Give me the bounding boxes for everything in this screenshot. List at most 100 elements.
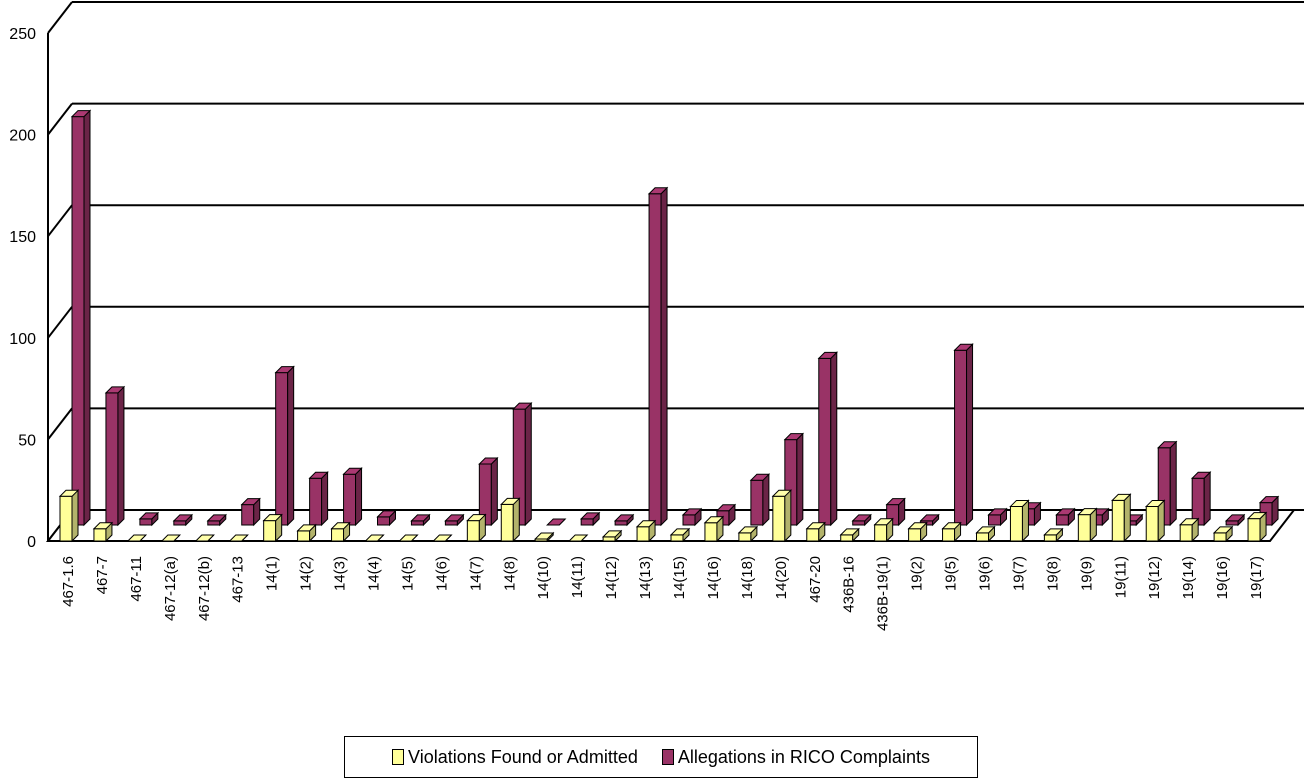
- bar-allegations-15: [579, 511, 601, 527]
- legend-item-violations: Violations Found or Admitted: [392, 747, 638, 768]
- bar-allegations-18: [681, 507, 703, 527]
- x-tick-label-20: 14(18): [739, 556, 756, 599]
- bar-allegations-7: [308, 471, 329, 527]
- bar-violations-34: [1212, 525, 1234, 543]
- x-tick-label-3: 467-12(a): [162, 556, 179, 621]
- x-tick-label-17: 14(13): [637, 556, 654, 599]
- bar-violations-13: [500, 497, 521, 543]
- bar-violations-4: [194, 534, 215, 542]
- bar-allegations-25: [919, 513, 940, 527]
- x-tick-label-10: 14(5): [399, 556, 416, 591]
- bar-allegations-10: [410, 513, 431, 527]
- gridline-depth-1: [47, 407, 73, 441]
- x-tick-label-2: 467-11: [128, 556, 145, 602]
- x-tick-label-22: 467-20: [807, 556, 824, 603]
- bar-violations-7: [296, 523, 317, 543]
- bar-allegations-16: [613, 513, 635, 527]
- bar-allegations-34: [1224, 513, 1246, 527]
- legend: Violations Found or Admitted Allegations…: [344, 736, 978, 778]
- bar-violations-23: [839, 527, 860, 543]
- bar-violations-0: [58, 489, 80, 543]
- gridline-depth-3: [47, 204, 73, 237]
- bar-violations-20: [737, 525, 759, 543]
- bar-allegations-9: [376, 509, 397, 527]
- bar-violations-28: [1009, 499, 1030, 543]
- bar-violations-3: [160, 534, 182, 542]
- x-tick-label-18: 14(15): [671, 556, 688, 599]
- x-tick-label-32: 19(12): [1146, 556, 1163, 599]
- bar-allegations-12: [478, 456, 499, 527]
- bar-allegations-8: [342, 466, 363, 527]
- x-tick-label-23: 436B-16: [841, 556, 858, 613]
- x-tick-label-13: 14(8): [501, 556, 518, 591]
- bar-allegations-26: [953, 343, 974, 527]
- bar-allegations-11: [444, 513, 465, 527]
- bar-violations-18: [669, 527, 691, 543]
- x-tick-label-21: 14(20): [773, 556, 790, 599]
- bar-violations-25: [907, 521, 928, 543]
- x-tick-label-34: 19(16): [1214, 556, 1231, 599]
- y-tick-label-3: 150: [9, 229, 36, 246]
- x-tick-label-25: 19(2): [909, 556, 926, 591]
- bar-allegations-20: [749, 473, 771, 527]
- bar-violations-8: [330, 521, 351, 543]
- bar-allegations-27: [987, 507, 1008, 527]
- legend-swatch-violations: [392, 749, 405, 765]
- bar-allegations-17: [647, 186, 669, 527]
- bar-violations-19: [703, 515, 725, 543]
- x-tick-label-14: 14(10): [535, 556, 552, 599]
- bar-violations-35: [1246, 511, 1268, 543]
- x-tick-label-5: 467-13: [230, 556, 247, 603]
- bar-violations-29: [1043, 527, 1064, 543]
- legend-item-allegations: Allegations in RICO Complaints: [661, 747, 930, 768]
- bar-violations-27: [975, 525, 996, 543]
- x-tick-label-1: 467-7: [94, 556, 111, 594]
- x-tick-label-12: 14(7): [467, 556, 484, 591]
- bar-violations-10: [398, 534, 419, 542]
- bar-violations-15: [567, 534, 589, 542]
- bar-allegations-3: [172, 513, 194, 527]
- bar-violations-30: [1077, 507, 1098, 543]
- bar-violations-6: [262, 513, 283, 543]
- x-tick-label-30: 19(9): [1078, 556, 1095, 591]
- bar-violations-2: [126, 534, 148, 542]
- bar-allegations-6: [274, 365, 295, 527]
- x-tick-label-31: 19(11): [1112, 556, 1129, 598]
- x-tick-label-8: 14(3): [332, 556, 349, 591]
- bar-allegations-2: [138, 511, 160, 527]
- bar-violations-5: [228, 534, 249, 542]
- bar-violations-14: [534, 531, 555, 543]
- x-tick-label-0: 467-1.6: [60, 556, 77, 607]
- y-tick-label-2: 100: [9, 331, 36, 348]
- bar-allegations-29: [1055, 507, 1076, 527]
- bar-allegations-24: [885, 497, 906, 527]
- bar-violations-16: [601, 529, 623, 543]
- x-tick-label-6: 14(1): [264, 556, 281, 591]
- bar-violations-24: [873, 517, 894, 543]
- bar-violations-26: [941, 521, 962, 543]
- bar-allegations-22: [817, 351, 838, 527]
- bar-violations-33: [1178, 517, 1200, 543]
- x-tick-label-19: 14(16): [705, 556, 722, 599]
- bar-allegations-14: [546, 518, 567, 526]
- legend-swatch-allegations: [661, 749, 674, 765]
- bar-violations-31: [1111, 493, 1132, 543]
- y-tick-label-5: 250: [9, 26, 36, 43]
- x-tick-label-4: 467-12(b): [196, 556, 213, 621]
- x-tick-label-27: 19(6): [977, 556, 994, 591]
- x-tick-label-7: 14(2): [298, 556, 315, 591]
- x-tick-label-16: 14(12): [603, 556, 620, 599]
- x-tick-label-15: 14(11): [569, 556, 586, 598]
- bar-violations-17: [635, 519, 657, 543]
- bar-violations-21: [771, 489, 793, 543]
- bar-allegations-5: [240, 497, 261, 527]
- x-tick-label-26: 19(5): [943, 556, 960, 591]
- y-tick-label-4: 200: [9, 128, 36, 145]
- bar-violations-1: [92, 521, 114, 543]
- x-tick-label-33: 19(14): [1180, 556, 1197, 599]
- y-tick-label-1: 50: [18, 432, 36, 449]
- bar-allegations-4: [206, 513, 227, 527]
- bar-allegations-13: [512, 401, 533, 527]
- x-tick-label-24: 436B-19(1): [875, 556, 892, 631]
